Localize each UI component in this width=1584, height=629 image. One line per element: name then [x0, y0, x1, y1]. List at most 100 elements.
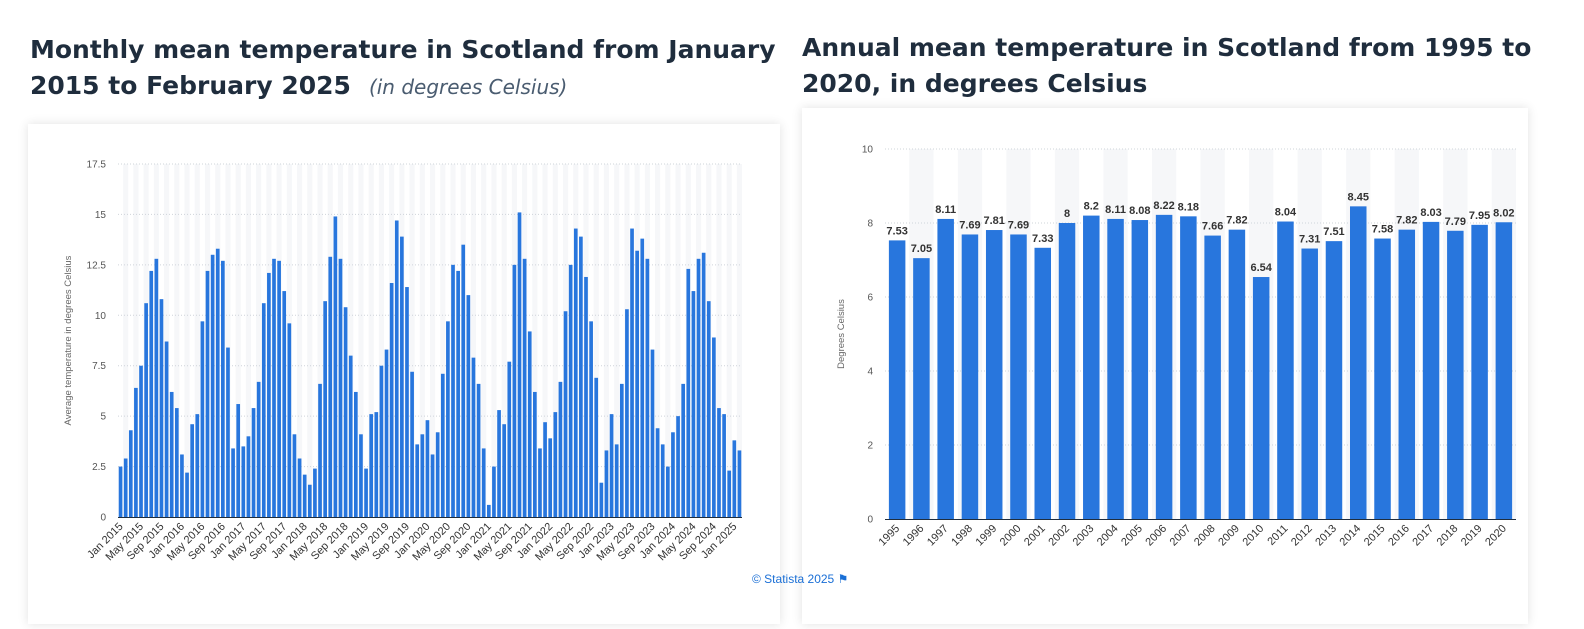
data-label: 8.45 [1348, 191, 1369, 203]
bar [538, 448, 542, 517]
bar [1495, 222, 1513, 519]
data-label: 7.69 [1008, 219, 1029, 231]
bar [318, 383, 322, 517]
bar [722, 414, 726, 517]
y-tick-label: 4 [867, 367, 873, 378]
bar [584, 276, 588, 517]
bar [353, 391, 358, 517]
x-tick-label: 2000 [998, 523, 1024, 549]
bar [625, 309, 629, 517]
bar [282, 291, 287, 517]
bar [937, 218, 954, 519]
bar [497, 410, 501, 517]
bar [961, 234, 979, 519]
bar [215, 248, 220, 517]
background-band [174, 164, 180, 517]
background-band [358, 164, 364, 517]
bar [343, 307, 348, 517]
left-chart-subtitle: (in degrees Celsius) [368, 75, 568, 99]
bar [985, 230, 1003, 519]
bar [543, 422, 547, 517]
bar [573, 228, 578, 517]
x-tick-label: 2001 [1022, 523, 1048, 549]
x-tick-label: 1999 [974, 523, 1000, 549]
data-label: 7.33 [1032, 233, 1053, 245]
bar [164, 341, 169, 517]
data-label: 6.54 [1250, 262, 1272, 274]
bar [502, 424, 507, 517]
bar [440, 373, 445, 517]
bar [174, 408, 179, 517]
bar [681, 383, 686, 517]
bar [732, 440, 737, 517]
x-tick-label: 1998 [949, 523, 975, 549]
bar [507, 361, 512, 517]
bar [712, 337, 716, 517]
bar [374, 412, 379, 517]
x-tick-label: 2003 [1071, 523, 1097, 549]
bar [548, 438, 553, 517]
bar [1422, 221, 1440, 519]
bar [123, 458, 128, 517]
bar [686, 268, 691, 517]
annual-temperature-chart-card: 0 2 4 6 8 10 7.53 7.05 8.11 7.69 7.81 7.69 7.33 8 8.2 8… [802, 108, 1528, 624]
x-tick-label: 1996 [901, 523, 927, 549]
bar [297, 458, 302, 517]
x-tick-label: 2015 [1362, 523, 1388, 549]
x-tick-label: 2018 [1435, 523, 1461, 549]
flag-icon[interactable]: ⚑ [837, 572, 849, 586]
right-chart-title: Annual mean temperature in Scotland from… [802, 33, 1532, 98]
bar [913, 258, 930, 519]
bar [568, 264, 573, 517]
bar [1374, 238, 1391, 520]
bar [287, 323, 292, 517]
y-tick-label: 12.5 [87, 260, 107, 271]
bar [630, 228, 634, 517]
x-tick-label: 2009 [1216, 523, 1242, 549]
bar [1398, 229, 1416, 519]
bar [1301, 248, 1318, 519]
bar [410, 371, 414, 517]
background-band [307, 164, 313, 517]
bar [599, 482, 604, 517]
x-tick-label: 2017 [1410, 523, 1436, 549]
x-tick-label: 2014 [1338, 523, 1364, 549]
copyright-notice[interactable]: © Statista 2025 ⚑ [752, 572, 848, 586]
y-tick-label: 7.5 [92, 361, 106, 372]
data-label: 8.03 [1420, 207, 1441, 219]
bar [159, 299, 164, 517]
data-label: 8.2 [1084, 201, 1099, 213]
bar [614, 444, 619, 517]
bar [640, 238, 645, 517]
bar [241, 446, 246, 517]
bar [481, 448, 486, 517]
background-band [726, 164, 732, 517]
bar [277, 260, 281, 517]
copyright-text[interactable]: © Statista 2025 [752, 572, 835, 586]
background-band [501, 164, 507, 517]
data-label: 7.31 [1299, 234, 1320, 246]
background-band [133, 164, 139, 517]
bar [313, 468, 317, 517]
background-band [317, 164, 323, 517]
bar [425, 420, 430, 517]
bar [226, 347, 230, 517]
background-band [419, 164, 425, 517]
bar [364, 468, 368, 517]
y-tick-label: 0 [100, 513, 106, 524]
bar [619, 383, 624, 517]
bar [563, 311, 568, 517]
data-label: 8.11 [1105, 204, 1126, 216]
bar [267, 272, 271, 517]
bar [558, 381, 563, 517]
bar [400, 236, 404, 518]
bar [1204, 235, 1221, 519]
bar [604, 450, 609, 517]
background-band [368, 164, 374, 517]
background-band [235, 164, 241, 517]
bar [205, 270, 210, 517]
background-band [542, 164, 548, 517]
background-band [716, 164, 722, 517]
bar [1471, 224, 1488, 519]
